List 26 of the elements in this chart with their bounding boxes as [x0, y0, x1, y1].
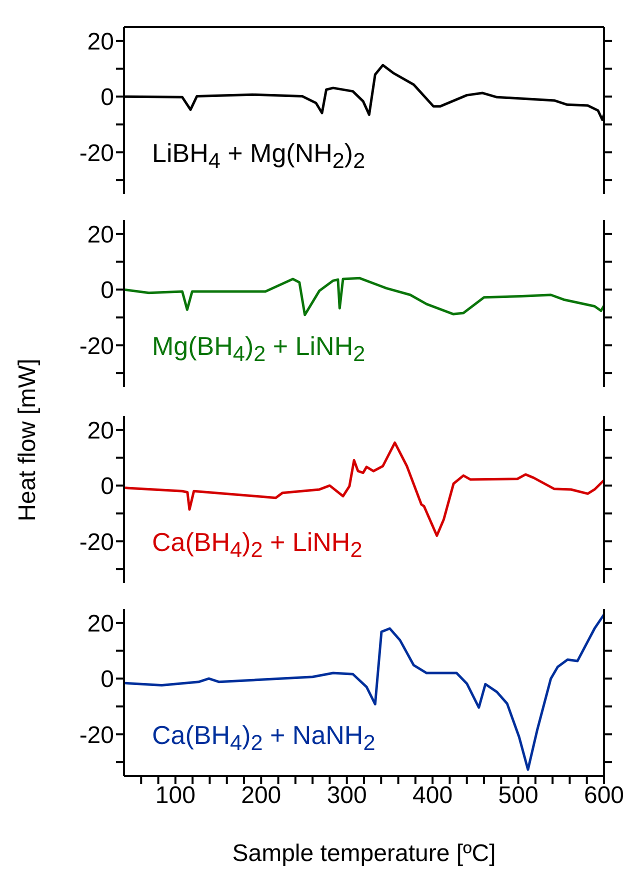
- y-tick-label: 0: [100, 84, 114, 112]
- y-tick-label: 20: [87, 28, 114, 56]
- y-tick-label: 0: [100, 473, 114, 500]
- y-axis-title: Heat flow [mW]: [14, 358, 42, 522]
- annotation: Ca(BH$_{4}$)$_{2}$ + LiNH$_{2}$: [152, 526, 362, 564]
- x-tick-label: 500: [498, 782, 538, 810]
- x-tick-label: 600: [584, 782, 624, 810]
- y-tick-label: -20: [79, 332, 114, 360]
- annotation: LiBH$_{4}$ + Mg(NH$_{2}$)$_{2}$: [152, 137, 366, 176]
- y-tick-label: -20: [79, 528, 114, 556]
- line-series: [124, 613, 604, 771]
- y-tick-label: 20: [87, 610, 114, 638]
- annotation: Mg(BH$_{4}$)$_{2}$ + LiNH$_{2}$: [152, 330, 366, 368]
- x-tick-label: 400: [412, 782, 453, 810]
- y-tick-label: 0: [100, 666, 114, 694]
- x-tick-label: 300: [326, 782, 367, 810]
- y-tick-label: 20: [87, 417, 114, 444]
- y-tick-label: 0: [100, 277, 114, 304]
- x-tick-label: 200: [241, 782, 282, 810]
- annotation: Ca(BH$_{4}$)$_{2}$ + NaNH$_{2}$: [152, 719, 376, 758]
- y-tick-label: 20: [87, 221, 114, 248]
- y-tick-label: -20: [79, 722, 114, 749]
- x-tick-label: 100: [155, 782, 196, 810]
- line-series: [124, 276, 604, 316]
- x-axis-title: Sample temperature [ºC]: [232, 840, 496, 868]
- y-tick-label: -20: [79, 140, 114, 167]
